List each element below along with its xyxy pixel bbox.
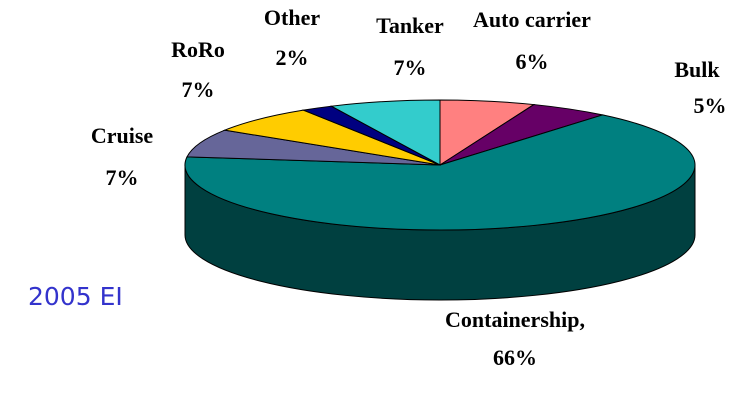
slice-label: RoRo: [171, 37, 225, 62]
slice-label: Tanker: [376, 13, 444, 38]
pie-slice: [222, 109, 441, 166]
pie-slice: [186, 129, 441, 166]
slice-value: 7%: [182, 77, 215, 102]
slice-label: Cruise: [91, 123, 154, 148]
slice-value: 7%: [394, 55, 427, 80]
slice-label: Other: [264, 5, 320, 30]
slice-value: 2%: [276, 45, 309, 70]
slice-value: 6%: [516, 49, 549, 74]
pie-slice: [184, 114, 696, 231]
pie-slice: [329, 99, 441, 166]
slice-value: 7%: [106, 165, 139, 190]
annotation: 2005 EI: [28, 282, 123, 311]
slice-label: Bulk: [674, 57, 720, 82]
slice-label: Containership,: [445, 307, 585, 332]
slice-value: 66%: [493, 345, 537, 370]
slice-value: 5%: [694, 93, 727, 118]
slice-label: Auto carrier: [473, 7, 591, 32]
